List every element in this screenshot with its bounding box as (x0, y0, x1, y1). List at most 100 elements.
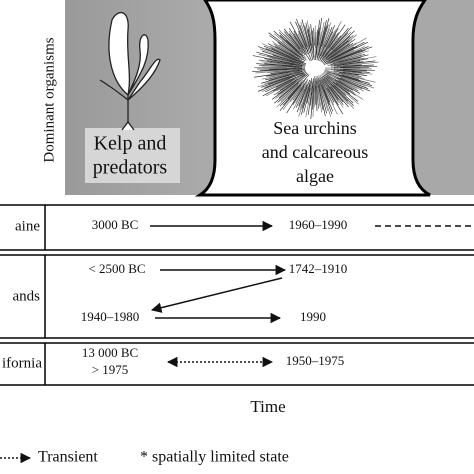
spine (327, 30, 355, 57)
spine (300, 22, 310, 49)
row-frames (0, 204, 474, 386)
spine (301, 19, 314, 61)
spine (280, 78, 302, 95)
date: < 2500 BC (88, 261, 145, 276)
spine (264, 63, 306, 68)
spine (310, 85, 314, 106)
spine (333, 76, 357, 89)
legend-note: * spatially limited state (140, 449, 289, 466)
spine (324, 39, 353, 62)
spine (319, 34, 337, 62)
spine (292, 83, 305, 101)
spine (336, 77, 363, 90)
spine (303, 80, 313, 113)
spine (293, 30, 304, 48)
spine (321, 28, 330, 49)
spine (330, 57, 362, 65)
spine (321, 35, 351, 63)
spine (252, 55, 306, 67)
spine (330, 83, 349, 102)
spine (295, 84, 308, 108)
spine (267, 55, 295, 63)
spine (325, 35, 342, 56)
spine (299, 82, 311, 111)
spine (273, 43, 300, 60)
spine (274, 73, 309, 104)
date: > 1975 (92, 362, 129, 377)
spine (278, 44, 303, 61)
spine (339, 69, 370, 73)
spine (286, 79, 309, 114)
spine (324, 21, 342, 50)
spine (336, 67, 372, 70)
spine (259, 48, 301, 64)
spine (271, 48, 307, 65)
spine (320, 27, 349, 62)
spine (295, 21, 309, 52)
spine (318, 75, 338, 115)
spine (333, 70, 360, 76)
spine (312, 87, 315, 110)
spine (334, 40, 349, 53)
state-label: and calcareous (262, 142, 368, 162)
spine (284, 34, 306, 58)
spine (325, 35, 354, 59)
spine (293, 33, 306, 53)
spine (325, 77, 347, 96)
spine (264, 75, 290, 85)
spine (301, 77, 313, 109)
spine (333, 60, 361, 66)
spine (273, 72, 308, 96)
spine (278, 80, 300, 99)
spine (288, 30, 304, 51)
spine (322, 32, 339, 57)
spine (321, 36, 339, 60)
spine (272, 54, 298, 63)
state-label: Sea urchins (273, 118, 356, 138)
spine (273, 30, 301, 56)
spine (320, 74, 349, 105)
spine (266, 69, 303, 77)
spine (305, 82, 313, 118)
spine (319, 77, 335, 103)
spine (265, 69, 306, 81)
spine (298, 30, 312, 61)
spine (336, 57, 365, 65)
spine (332, 53, 366, 64)
spine (323, 49, 363, 65)
spine (314, 78, 317, 105)
spine (316, 31, 322, 58)
spine (257, 72, 304, 92)
urchin-box (194, 0, 431, 197)
spine (319, 74, 339, 103)
spine (266, 60, 303, 67)
spine (323, 41, 365, 64)
spine (318, 85, 326, 117)
spine (298, 89, 309, 117)
spine (298, 79, 311, 106)
spine (326, 45, 366, 64)
spine (329, 49, 366, 64)
spine (262, 66, 288, 68)
spine (269, 35, 306, 62)
date: 1950–1975 (286, 353, 345, 368)
date: 3000 BC (92, 217, 139, 232)
spine (322, 75, 354, 107)
spine (325, 73, 361, 94)
spine (328, 41, 369, 62)
spine (322, 31, 352, 61)
spine (279, 34, 307, 61)
spine (334, 74, 367, 87)
spine (321, 73, 360, 105)
row-label: ands (13, 288, 41, 304)
spine (293, 88, 305, 110)
spine (299, 24, 311, 54)
spine (341, 74, 359, 80)
spine (335, 82, 350, 93)
x-label: Time (250, 397, 285, 416)
spine (278, 29, 301, 53)
spine (293, 36, 308, 57)
date: 13 000 BC (82, 345, 138, 360)
spine (269, 57, 300, 65)
spine (283, 31, 303, 54)
